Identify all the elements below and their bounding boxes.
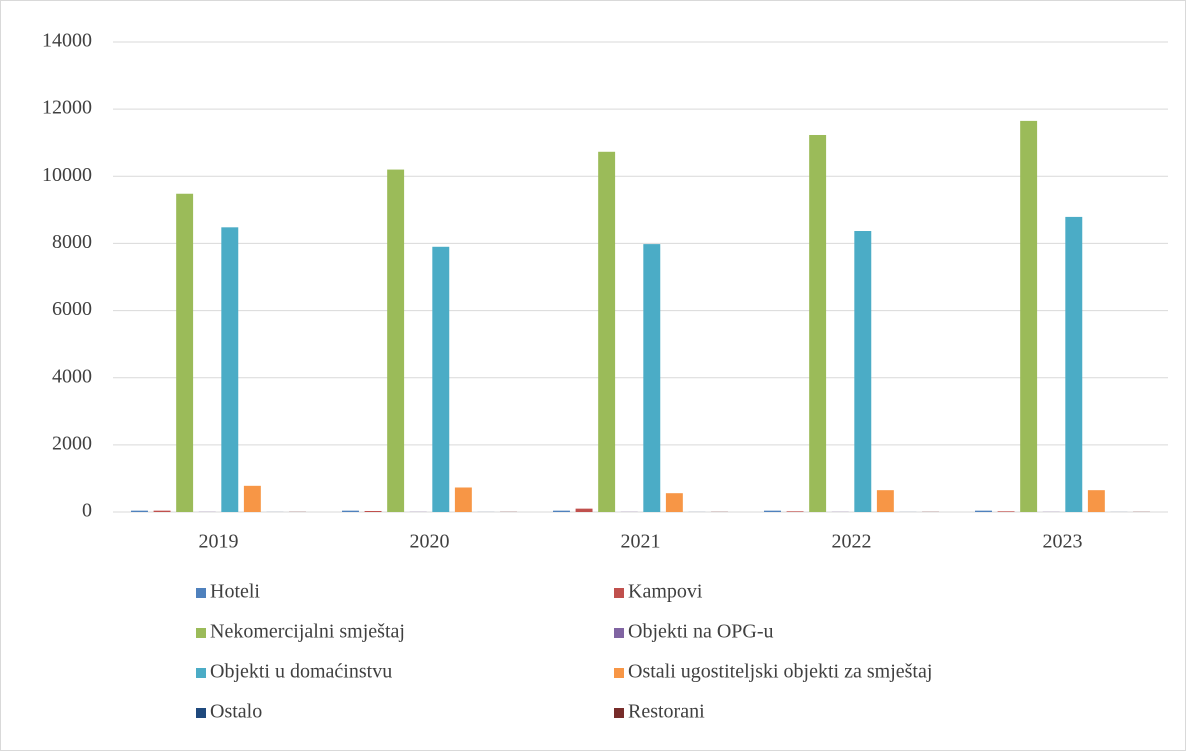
x-tick-label: 2023 (1043, 531, 1083, 553)
legend-swatch (196, 628, 206, 638)
y-tick-label: 6000 (52, 298, 92, 320)
bar (153, 510, 171, 512)
bar (1065, 216, 1083, 512)
bar (1087, 490, 1105, 512)
bar (243, 485, 261, 512)
legend-swatch (196, 588, 206, 598)
bar (598, 151, 616, 512)
x-tick-label: 2020 (410, 531, 450, 553)
y-tick-label: 8000 (52, 231, 92, 253)
bar (221, 227, 239, 513)
legend-swatch (196, 668, 206, 678)
bar (1020, 120, 1038, 513)
bar (131, 510, 148, 512)
legend-label: Kampovi (628, 581, 703, 603)
y-tick-label: 4000 (52, 365, 92, 387)
bar (876, 490, 894, 512)
bar (364, 510, 382, 512)
y-tick-label: 10000 (42, 164, 92, 186)
legend-swatch (614, 668, 624, 678)
legend-label: Nekomercijalni smještaj (210, 621, 405, 643)
y-tick-label: 0 (82, 500, 92, 522)
bar (454, 487, 472, 512)
y-tick-label: 14000 (42, 30, 92, 52)
bar (764, 510, 781, 512)
bar (176, 193, 194, 512)
bar (643, 244, 661, 512)
legend-label: Restorani (628, 701, 705, 723)
legend-swatch (614, 628, 624, 638)
x-tick-label: 2022 (832, 531, 872, 553)
bar (997, 511, 1015, 512)
bar (342, 510, 359, 512)
legend-label: Hoteli (210, 581, 260, 603)
y-tick-label: 2000 (52, 432, 92, 454)
bar (387, 169, 405, 513)
x-tick-label: 2021 (621, 531, 661, 553)
bar (665, 493, 683, 512)
legend-label: Objekti na OPG-u (628, 621, 774, 643)
bar (854, 231, 872, 512)
bar (432, 246, 450, 513)
bar (553, 510, 570, 512)
legend-swatch (196, 708, 206, 718)
bar (786, 511, 804, 512)
legend-swatch (614, 588, 624, 598)
legend-label: Ostalo (210, 701, 262, 723)
bar (575, 508, 593, 512)
legend-label: Ostali ugostiteljski objekti za smještaj (628, 661, 932, 683)
x-tick-label: 2019 (199, 531, 239, 553)
legend-label: Objekti u domaćinstvu (210, 661, 392, 683)
bar (809, 134, 827, 512)
legend-swatch (614, 708, 624, 718)
bar (975, 510, 992, 512)
y-tick-label: 12000 (42, 97, 92, 119)
